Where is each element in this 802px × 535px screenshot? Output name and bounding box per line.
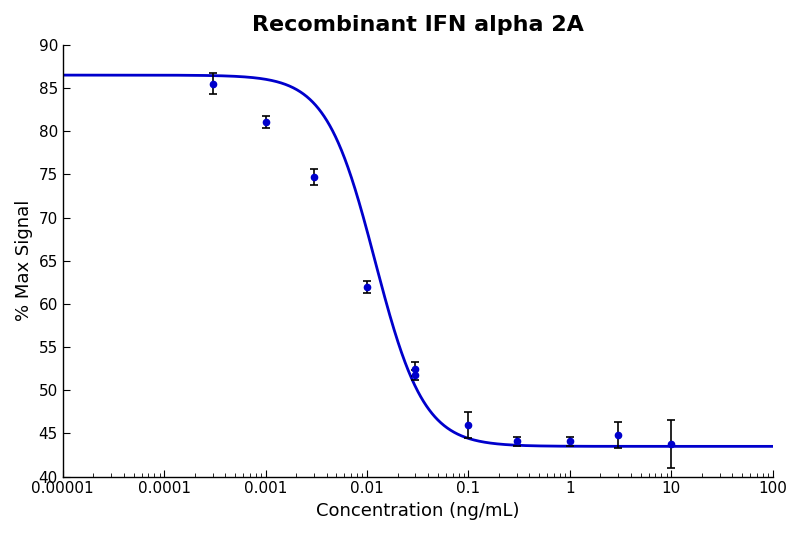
Title: Recombinant IFN alpha 2A: Recombinant IFN alpha 2A (252, 15, 584, 35)
Y-axis label: % Max Signal: % Max Signal (15, 200, 33, 322)
X-axis label: Concentration (ng/mL): Concentration (ng/mL) (316, 502, 520, 520)
